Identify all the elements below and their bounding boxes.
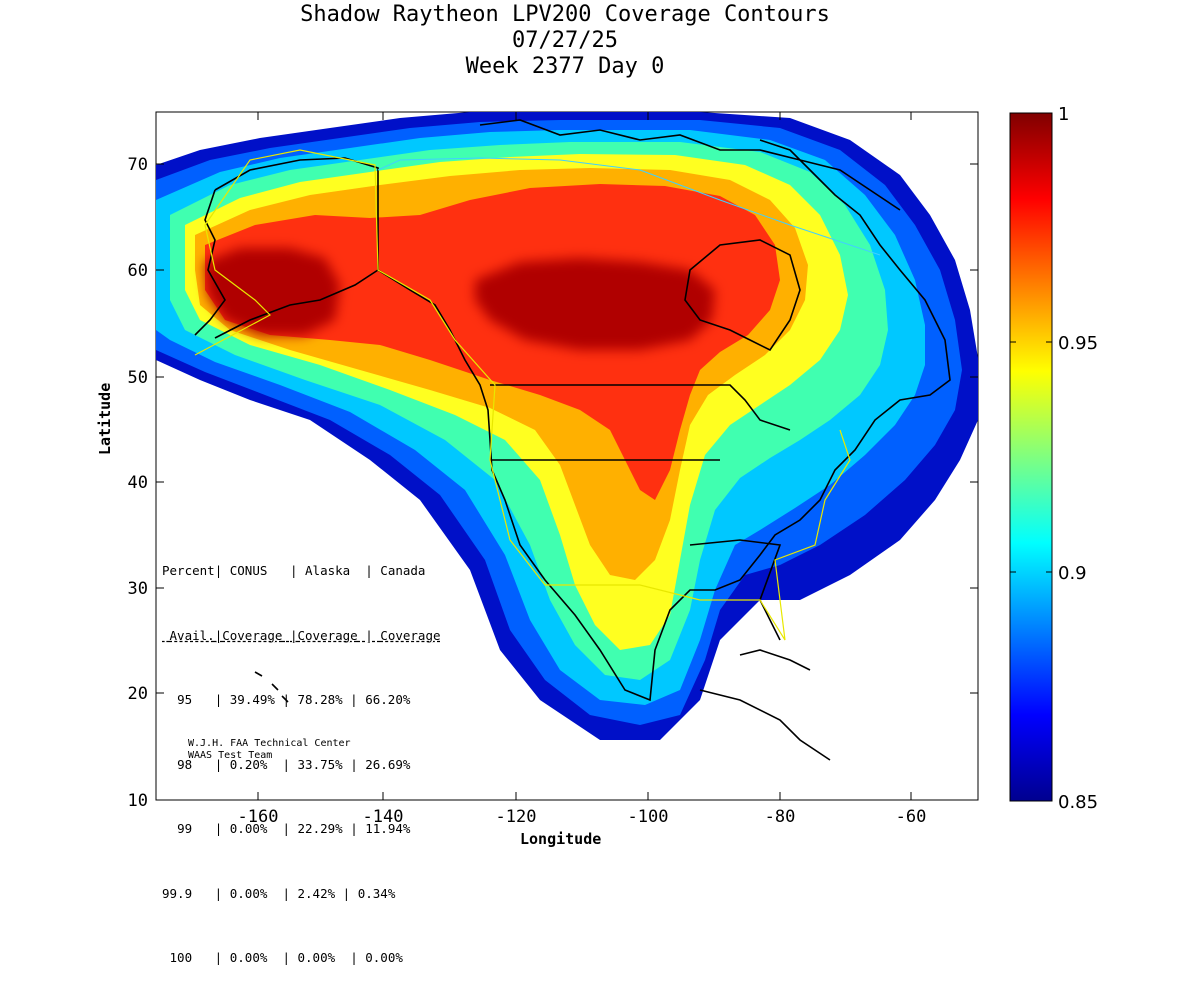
y-axis-label: Latitude: [96, 382, 114, 455]
stats-header-canada: Canada: [380, 563, 426, 578]
stats-header-alaska: Alaska: [305, 563, 351, 578]
stats-percent: 100: [169, 950, 193, 965]
ytick-label: 70: [128, 155, 148, 175]
stats-subheader-row: Avail.|Coverage |Coverage | Coverage: [169, 627, 441, 643]
stats-conus: 0.00%: [229, 885, 268, 901]
stats-row: 99 | 0.00% | 22.29% | 11.94%: [177, 821, 411, 836]
stats-conus: 0.20%: [229, 756, 268, 772]
stats-row: 98 | 0.20% | 33.75% | 26.69%: [177, 756, 411, 772]
stats-subheader-alaska: Coverage: [297, 627, 358, 643]
stats-conus: 0.00%: [229, 821, 268, 836]
alaska-peak-coverage: [205, 248, 340, 335]
stats-canada: 0.00%: [365, 950, 403, 965]
stats-conus: 0.00%: [229, 950, 268, 965]
credit-line2: WAAS Test Team: [188, 750, 273, 761]
stats-alaska: 0.00%: [297, 950, 336, 965]
map-title-week: Week 2377 Day 0: [465, 54, 665, 79]
stats-percent: 95: [177, 692, 193, 707]
xtick-label: -60: [896, 807, 927, 827]
credit-note: W.J.H. FAA Technical Center WAAS Test Te…: [188, 738, 351, 762]
stats-canada: 26.69%: [365, 756, 411, 772]
stats-header-percent: Percent: [162, 563, 215, 578]
stats-subheader-conus: Coverage: [222, 627, 283, 643]
coverage-map: -160 -140 -120 -100 -80 -60 10 20 30 40 …: [128, 104, 1099, 827]
stats-alaska: 78.28%: [297, 692, 343, 707]
colorbar-tick-label: 0.9: [1058, 563, 1087, 584]
canada-outline: [377, 157, 881, 256]
xtick-label: -140: [363, 807, 404, 827]
stats-alaska: 2.42%: [297, 885, 336, 901]
stats-header-conus: CONUS: [229, 563, 268, 578]
x-axis-label: Longitude: [520, 830, 602, 848]
stats-percent: 98: [177, 756, 193, 772]
coverage-contours: [156, 112, 978, 740]
stats-canada: 11.94%: [365, 821, 411, 836]
stats-conus: 39.49%: [229, 692, 275, 707]
ytick-label: 20: [128, 684, 148, 704]
stats-alaska: 33.75%: [297, 756, 343, 772]
stats-row: 100 | 0.00% | 0.00% | 0.00%: [169, 950, 403, 965]
stats-row: 95 | 39.49% | 78.28% | 66.20%: [177, 692, 411, 707]
colorbar-tick-label: 0.85: [1058, 792, 1098, 813]
xtick-label: -120: [496, 807, 537, 827]
axis-ticks: [156, 112, 978, 800]
stats-row: 99.9 | 0.00% | 2.42% | 0.34%: [162, 885, 396, 901]
ytick-label: 60: [128, 261, 148, 281]
region-outlines: [194, 149, 851, 641]
stats-subheader-canada: Coverage: [380, 627, 441, 643]
ytick-label: 50: [128, 368, 148, 388]
canada-peak-coverage: [475, 258, 715, 350]
map-title-line1: Shadow Raytheon LPV200 Coverage Contours: [300, 2, 830, 27]
stats-header-row: Percent| CONUS | Alaska | Canada: [162, 563, 426, 578]
stats-alaska: 22.29%: [297, 821, 343, 836]
stats-canada: 0.34%: [357, 885, 396, 901]
ytick-label: 10: [128, 791, 148, 811]
map-title-date: 07/27/25: [512, 28, 618, 53]
ytick-label: 30: [128, 579, 148, 599]
stats-subheader-avail: Avail.: [169, 627, 215, 643]
stats-canada: 66.20%: [365, 692, 411, 707]
colorbar: [1009, 112, 1053, 802]
colorbar-ticks: [1010, 112, 1052, 802]
coastlines: [194, 119, 951, 761]
stats-percent: 99: [177, 821, 193, 836]
xtick-label: -80: [765, 807, 796, 827]
xtick-label: -160: [238, 807, 279, 827]
colorbar-tick-label: 1: [1058, 104, 1069, 125]
xtick-label: -100: [628, 807, 669, 827]
ytick-label: 40: [128, 473, 148, 493]
stats-percent: 99.9: [162, 885, 193, 901]
colorbar-tick-label: 0.95: [1058, 333, 1098, 354]
credit-line1: W.J.H. FAA Technical Center: [188, 738, 351, 749]
